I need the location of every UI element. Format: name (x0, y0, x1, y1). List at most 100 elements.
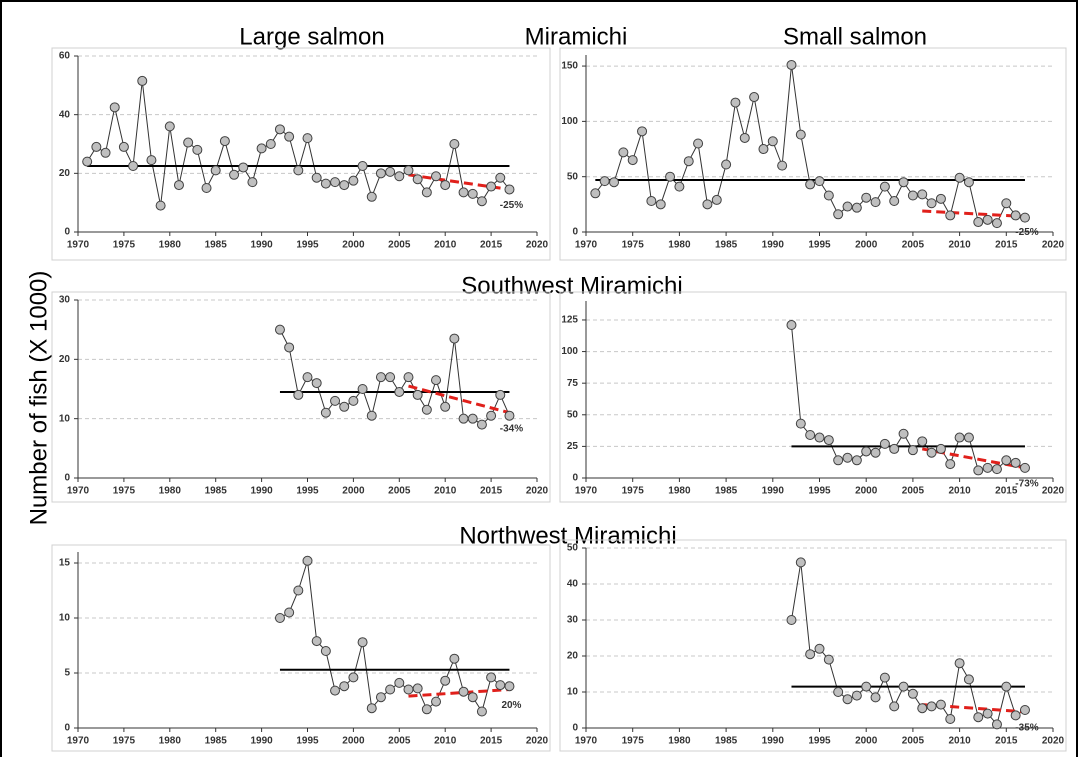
data-point (375, 372, 386, 383)
data-point (982, 214, 993, 225)
data-point (440, 180, 451, 191)
x-tick-label: 2015 (995, 736, 1018, 747)
data-point (375, 692, 386, 703)
data-point (590, 188, 601, 199)
data-point (907, 190, 918, 201)
y-tick-label: 5 (64, 668, 70, 679)
data-point (749, 92, 760, 103)
x-tick-label: 1980 (668, 736, 691, 747)
data-point (274, 613, 285, 623)
data-point (394, 171, 405, 182)
data-point (1019, 705, 1030, 715)
data-point (805, 179, 816, 190)
x-tick-label: 1995 (296, 240, 319, 251)
data-point (870, 447, 881, 458)
y-tick-label: 30 (567, 615, 579, 626)
x-tick-label: 2010 (434, 736, 457, 747)
data-point (504, 184, 515, 195)
y-tick-label: 60 (59, 51, 71, 62)
data-point (805, 430, 816, 441)
y-tick-label: 0 (572, 723, 578, 734)
data-point (823, 435, 834, 446)
data-point (945, 459, 956, 470)
trend-line (408, 384, 510, 415)
y-tick-label: 15 (59, 558, 71, 569)
data-point (627, 155, 638, 166)
data-point (693, 138, 704, 149)
data-point (412, 174, 423, 185)
data-point (431, 375, 442, 386)
data-point (284, 131, 295, 142)
data-point (618, 147, 629, 158)
x-tick-label: 2000 (855, 240, 878, 251)
data-point (109, 102, 120, 113)
x-tick-label: 2020 (1042, 486, 1065, 497)
data-point (164, 121, 175, 132)
data-point (128, 161, 139, 171)
data-point (842, 452, 853, 463)
data-point (403, 684, 414, 695)
data-point (449, 139, 460, 149)
data-point (293, 165, 304, 176)
x-tick-label: 2020 (526, 736, 549, 747)
x-tick-label: 1975 (113, 736, 136, 747)
y-tick-label: 0 (64, 227, 70, 238)
x-tick-label: 2005 (388, 486, 411, 497)
data-point (889, 196, 900, 207)
data-point (730, 97, 741, 108)
data-point (137, 75, 148, 86)
row-title: Miramichi (525, 23, 628, 50)
data-point (265, 139, 276, 149)
y-tick-label: 0 (64, 723, 70, 734)
data-point (192, 144, 203, 155)
data-point (91, 141, 102, 152)
data-point (683, 156, 694, 167)
data-point (357, 637, 368, 648)
data-point (495, 680, 506, 691)
y-tick-label: 40 (567, 579, 579, 590)
data-point (982, 708, 993, 719)
y-tick-label: 150 (561, 61, 578, 72)
data-point (935, 443, 946, 454)
data-line (594, 64, 1026, 224)
x-tick-label: 1980 (668, 486, 691, 497)
panel-frame (559, 291, 1067, 503)
data-point (219, 136, 230, 147)
x-tick-label: 2010 (948, 736, 971, 747)
x-tick-label: 1975 (113, 486, 136, 497)
x-tick-label: 1975 (622, 240, 645, 251)
data-point (293, 389, 304, 400)
column-title: Small salmon (783, 23, 927, 50)
data-point (991, 464, 1002, 475)
data-point (146, 155, 157, 166)
data-point (210, 165, 221, 176)
data-point (842, 694, 853, 705)
data-point (302, 133, 313, 144)
x-tick-label: 2020 (526, 486, 549, 497)
x-tick-label: 1985 (715, 486, 738, 497)
data-point (229, 169, 240, 180)
data-point (449, 653, 460, 664)
x-tick-label: 1995 (296, 736, 319, 747)
y-tick-label: 20 (567, 651, 579, 662)
x-tick-label: 2020 (526, 240, 549, 251)
x-tick-label: 1980 (159, 736, 182, 747)
x-tick-label: 1980 (159, 486, 182, 497)
data-point (339, 180, 350, 191)
data-point (786, 615, 797, 625)
data-point (476, 196, 487, 207)
x-tick-label: 1970 (575, 240, 598, 251)
x-tick-label: 1990 (762, 736, 785, 747)
data-point (926, 198, 937, 209)
data-point (935, 699, 946, 710)
trend-line (922, 209, 1026, 219)
data-point (357, 384, 368, 394)
data-point (814, 176, 825, 187)
data-point (394, 677, 405, 688)
data-point (973, 712, 984, 723)
data-point (935, 193, 946, 204)
x-tick-label: 2010 (434, 486, 457, 497)
data-point (118, 141, 129, 152)
data-point (1001, 455, 1012, 466)
